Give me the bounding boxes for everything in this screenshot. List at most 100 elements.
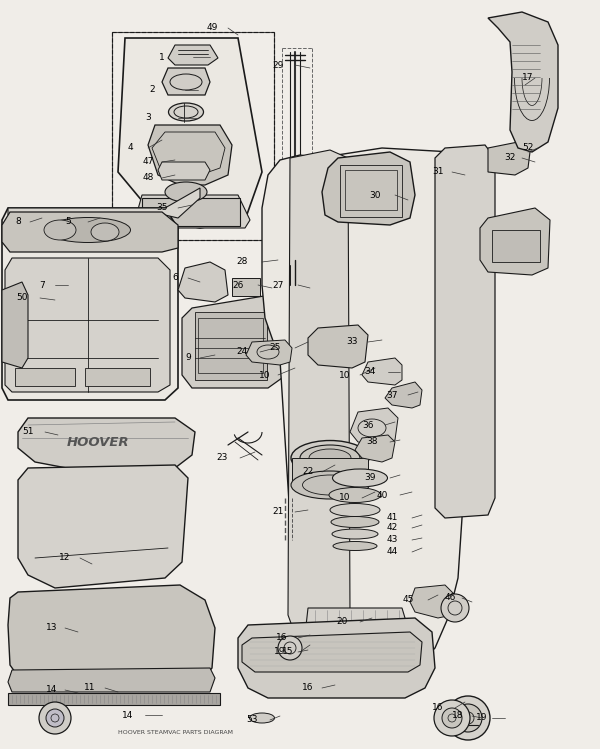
Polygon shape xyxy=(2,212,178,252)
Ellipse shape xyxy=(91,223,119,241)
Polygon shape xyxy=(5,258,170,392)
Ellipse shape xyxy=(169,103,203,121)
Text: 35: 35 xyxy=(156,204,168,213)
Text: 13: 13 xyxy=(46,623,58,632)
Ellipse shape xyxy=(331,517,379,527)
Text: 45: 45 xyxy=(403,595,413,604)
Text: 51: 51 xyxy=(22,428,34,437)
Text: 10: 10 xyxy=(339,371,351,380)
Text: 40: 40 xyxy=(376,491,388,500)
Circle shape xyxy=(454,704,482,732)
Ellipse shape xyxy=(46,217,131,243)
Text: 48: 48 xyxy=(142,174,154,183)
Text: 24: 24 xyxy=(236,348,248,357)
Text: 14: 14 xyxy=(46,685,58,694)
Text: 16: 16 xyxy=(276,634,288,643)
Polygon shape xyxy=(158,162,210,180)
Text: 5: 5 xyxy=(65,217,71,226)
Bar xyxy=(142,198,240,226)
Text: HOOVER STEAMVAC PARTS DIAGRAM: HOOVER STEAMVAC PARTS DIAGRAM xyxy=(118,730,233,735)
Text: 32: 32 xyxy=(505,154,515,163)
Ellipse shape xyxy=(165,182,207,202)
Text: 4: 4 xyxy=(127,144,133,153)
Text: 29: 29 xyxy=(272,61,284,70)
Text: 20: 20 xyxy=(337,617,347,626)
Bar xyxy=(492,230,540,262)
Polygon shape xyxy=(350,408,398,445)
Text: 38: 38 xyxy=(366,437,378,446)
Text: 49: 49 xyxy=(206,23,218,32)
Circle shape xyxy=(278,636,302,660)
Polygon shape xyxy=(308,325,368,368)
Text: 18: 18 xyxy=(452,712,464,721)
Ellipse shape xyxy=(309,449,351,467)
Polygon shape xyxy=(262,148,490,682)
Polygon shape xyxy=(410,585,455,618)
Text: 12: 12 xyxy=(59,554,71,562)
Ellipse shape xyxy=(250,713,275,723)
Text: 52: 52 xyxy=(523,144,533,153)
Polygon shape xyxy=(178,262,228,302)
Text: 19: 19 xyxy=(476,714,488,723)
Text: 33: 33 xyxy=(346,338,358,347)
Bar xyxy=(340,165,402,217)
Polygon shape xyxy=(2,282,28,368)
Polygon shape xyxy=(18,465,188,588)
Circle shape xyxy=(46,709,64,727)
Text: 31: 31 xyxy=(432,168,444,177)
Text: HOOVER: HOOVER xyxy=(67,435,130,449)
Text: 17: 17 xyxy=(522,73,534,82)
Text: 10: 10 xyxy=(339,494,351,503)
Polygon shape xyxy=(488,12,558,152)
Circle shape xyxy=(434,700,470,736)
Polygon shape xyxy=(385,382,422,408)
Text: 23: 23 xyxy=(217,453,227,462)
Polygon shape xyxy=(118,38,262,228)
Bar xyxy=(198,318,263,373)
Text: 19: 19 xyxy=(274,647,286,657)
Text: 46: 46 xyxy=(445,593,455,602)
Ellipse shape xyxy=(291,440,369,476)
Text: 6: 6 xyxy=(172,273,178,282)
Text: 2: 2 xyxy=(149,85,155,94)
Polygon shape xyxy=(182,295,282,388)
Polygon shape xyxy=(135,195,250,228)
Ellipse shape xyxy=(332,529,378,539)
Polygon shape xyxy=(8,188,200,218)
Text: 34: 34 xyxy=(364,368,376,377)
Ellipse shape xyxy=(333,542,377,551)
Text: 21: 21 xyxy=(272,508,284,517)
Text: 30: 30 xyxy=(369,190,381,199)
Bar xyxy=(15,368,75,386)
Text: 25: 25 xyxy=(269,344,281,353)
Polygon shape xyxy=(2,208,178,400)
Polygon shape xyxy=(148,125,232,185)
Text: 14: 14 xyxy=(122,711,134,720)
Text: 8: 8 xyxy=(15,217,21,226)
Polygon shape xyxy=(355,435,395,462)
Bar xyxy=(195,312,267,380)
Polygon shape xyxy=(292,458,368,485)
Polygon shape xyxy=(288,150,350,655)
Text: 16: 16 xyxy=(302,684,314,693)
Text: 39: 39 xyxy=(364,473,376,482)
Text: 47: 47 xyxy=(142,157,154,166)
Text: 42: 42 xyxy=(386,524,398,533)
Text: 43: 43 xyxy=(386,536,398,545)
Polygon shape xyxy=(18,418,195,472)
Polygon shape xyxy=(238,618,435,698)
Ellipse shape xyxy=(332,469,388,487)
Text: 36: 36 xyxy=(362,420,374,429)
Text: 10: 10 xyxy=(259,371,271,380)
Polygon shape xyxy=(362,358,402,385)
Bar xyxy=(345,170,397,210)
Ellipse shape xyxy=(44,220,76,240)
Text: 28: 28 xyxy=(236,258,248,267)
Circle shape xyxy=(441,594,469,622)
Bar xyxy=(232,278,260,296)
Text: 9: 9 xyxy=(185,354,191,363)
Bar xyxy=(8,693,220,705)
Polygon shape xyxy=(305,608,405,648)
Polygon shape xyxy=(435,145,495,518)
Text: 26: 26 xyxy=(232,280,244,290)
